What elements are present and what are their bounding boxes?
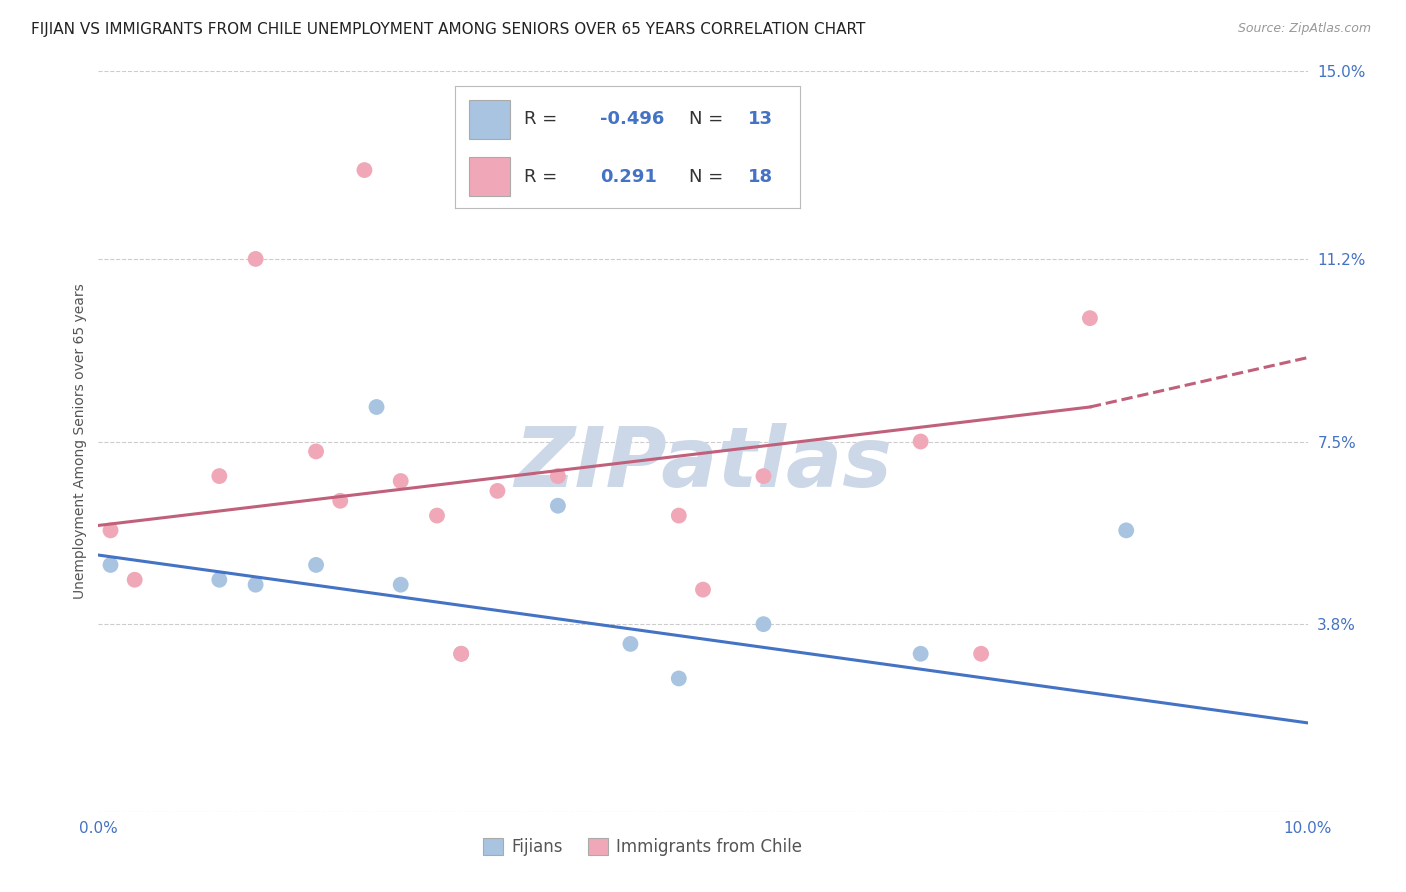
Text: Source: ZipAtlas.com: Source: ZipAtlas.com bbox=[1237, 22, 1371, 36]
Legend: Fijians, Immigrants from Chile: Fijians, Immigrants from Chile bbox=[477, 831, 808, 863]
Point bbox=[353, 163, 375, 178]
Point bbox=[547, 499, 569, 513]
Point bbox=[486, 483, 509, 498]
Point bbox=[910, 647, 932, 661]
Point bbox=[910, 434, 932, 449]
Point bbox=[208, 573, 231, 587]
Point bbox=[305, 558, 328, 572]
Point bbox=[245, 252, 267, 266]
Point bbox=[752, 617, 775, 632]
Point bbox=[305, 444, 328, 458]
Point bbox=[450, 647, 472, 661]
Point bbox=[619, 637, 641, 651]
Point bbox=[124, 573, 146, 587]
Point bbox=[1078, 311, 1101, 326]
Y-axis label: Unemployment Among Seniors over 65 years: Unemployment Among Seniors over 65 years bbox=[73, 284, 87, 599]
Point bbox=[426, 508, 449, 523]
Point bbox=[450, 647, 472, 661]
Point bbox=[389, 577, 412, 591]
Text: FIJIAN VS IMMIGRANTS FROM CHILE UNEMPLOYMENT AMONG SENIORS OVER 65 YEARS CORRELA: FIJIAN VS IMMIGRANTS FROM CHILE UNEMPLOY… bbox=[31, 22, 865, 37]
Point bbox=[668, 672, 690, 686]
Point bbox=[389, 474, 412, 488]
Point bbox=[366, 400, 388, 414]
Point bbox=[100, 524, 122, 538]
Point bbox=[547, 469, 569, 483]
Point bbox=[752, 469, 775, 483]
Point bbox=[692, 582, 714, 597]
Point bbox=[970, 647, 993, 661]
Point bbox=[668, 508, 690, 523]
Point bbox=[1115, 524, 1137, 538]
Point bbox=[245, 577, 267, 591]
Text: ZIPatlas: ZIPatlas bbox=[515, 423, 891, 504]
Point bbox=[100, 558, 122, 572]
Point bbox=[329, 493, 352, 508]
Point bbox=[208, 469, 231, 483]
